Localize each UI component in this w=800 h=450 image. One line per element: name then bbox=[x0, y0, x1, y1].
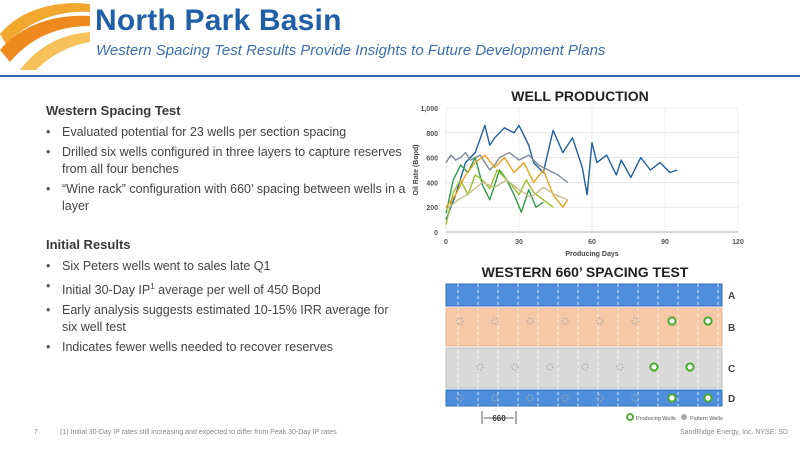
page-title: North Park Basin bbox=[95, 4, 342, 37]
layer-label: C bbox=[728, 364, 735, 375]
layer-band bbox=[445, 307, 723, 347]
page-number: 7 bbox=[34, 429, 38, 436]
bullet-icon: • bbox=[46, 125, 51, 139]
bullet-icon: • bbox=[46, 303, 51, 318]
footer: 7 (1) Initial 30-Day IP rates still incr… bbox=[0, 425, 800, 447]
bullet-text: Indicates fewer wells needed to recover … bbox=[62, 340, 333, 355]
bullet-icon: • bbox=[46, 279, 51, 293]
producing-well-icon bbox=[667, 316, 677, 326]
layer-band bbox=[445, 389, 723, 407]
list-item: • Drilled six wells configured in three l… bbox=[46, 144, 406, 178]
layer-band bbox=[445, 347, 723, 389]
bullet-icon: • bbox=[46, 182, 51, 196]
x-axis-label: Producing Days bbox=[565, 251, 618, 258]
series-line bbox=[445, 154, 569, 208]
producing-well-icon bbox=[667, 393, 677, 403]
layer-label: B bbox=[728, 323, 735, 334]
y-tick-label: 0 bbox=[434, 230, 438, 237]
footnote-marker: 1 bbox=[150, 282, 155, 291]
pattern-well-icon bbox=[616, 363, 624, 371]
producing-well-icon bbox=[685, 362, 695, 372]
bullet-text-tail: average per well of 450 Bopd bbox=[154, 283, 321, 298]
legend-pattern-icon bbox=[681, 414, 687, 420]
bullet-text: Early analysis suggests estimated 10-15%… bbox=[62, 303, 389, 335]
series-line bbox=[445, 151, 569, 183]
bullet-text: Drilled six wells configured in three la… bbox=[62, 145, 402, 176]
list-item: • Six Peters wells went to sales late Q1 bbox=[46, 258, 406, 275]
pattern-well-icon bbox=[596, 394, 604, 402]
spacing-title: WESTERN 660’ SPACING TEST bbox=[481, 264, 689, 280]
x-tick-label: 60 bbox=[588, 239, 596, 246]
pattern-well-icon bbox=[476, 363, 484, 371]
spacing-label: 660 bbox=[492, 414, 506, 423]
pattern-well-icon bbox=[456, 317, 464, 325]
pattern-well-icon bbox=[491, 317, 499, 325]
bullet-icon: • bbox=[46, 340, 51, 355]
section-heading-initial-results: Initial Results bbox=[46, 237, 131, 252]
pattern-well-icon bbox=[456, 394, 464, 402]
x-tick-label: 0 bbox=[444, 239, 448, 246]
y-tick-label: 200 bbox=[426, 205, 438, 212]
spacing-test-diagram: WESTERN 660’ SPACING TEST A B C D 660 Produci… bbox=[440, 264, 770, 432]
legend-producing-icon bbox=[626, 413, 634, 421]
layer-label: D bbox=[728, 394, 735, 405]
pattern-well-icon bbox=[631, 317, 639, 325]
y-axis-label: Oil Rate (Bopd) bbox=[413, 145, 420, 196]
pattern-well-icon bbox=[631, 394, 639, 402]
list-item: • Initial 30-Day IP1 average per well of … bbox=[46, 278, 406, 299]
y-tick-label: 600 bbox=[426, 156, 438, 163]
layer-band bbox=[445, 283, 723, 307]
bullet-text: Evaluated potential for 23 wells per sec… bbox=[62, 125, 347, 139]
producing-well-icon bbox=[703, 316, 713, 326]
initial-results-list: • Six Peters wells went to sales late Q1 … bbox=[46, 258, 406, 356]
pattern-well-icon bbox=[561, 394, 569, 402]
y-tick-label: 400 bbox=[426, 180, 438, 187]
spacing-plot: A B C D 660 Producing Wells Pattern Wells bbox=[445, 283, 735, 424]
pattern-well-icon bbox=[526, 317, 534, 325]
header-divider bbox=[0, 75, 800, 77]
company-name: SandRidge Energy, Inc. NYSE: SD bbox=[679, 429, 788, 436]
x-tick-label: 30 bbox=[515, 239, 523, 246]
x-tick-label: 90 bbox=[661, 239, 669, 246]
header: North Park Basin Western Spacing Test Re… bbox=[0, 0, 800, 78]
section-heading-spacing-test: Western Spacing Test bbox=[46, 103, 181, 118]
bullet-icon: • bbox=[46, 259, 51, 273]
legend-pattern-label: Pattern Wells bbox=[690, 416, 723, 422]
x-tick-label: 120 bbox=[732, 239, 744, 246]
pattern-well-icon bbox=[491, 394, 499, 402]
bullet-text: Six Peters wells went to sales late Q1 bbox=[62, 259, 271, 273]
legend-producing-label: Producing Wells bbox=[636, 416, 676, 422]
well-production-chart: WELL PRODUCTION 0 200 400 600 800 1,000 0 30 60 9… bbox=[400, 88, 760, 263]
series-line bbox=[445, 156, 544, 214]
producing-well-icon bbox=[703, 393, 713, 403]
list-item: • Indicates fewer wells needed to recover… bbox=[46, 339, 406, 356]
left-content: Western Spacing Test • Evaluated potentia… bbox=[46, 103, 406, 378]
bullet-icon: • bbox=[46, 145, 51, 159]
chart-plot: 0 200 400 600 800 1,000 0 30 60 90 120 Producing Da… bbox=[413, 106, 744, 258]
producing-well-icon bbox=[649, 362, 659, 372]
bullet-text: “Wine rack” configuration with 660’ spac… bbox=[62, 182, 406, 213]
pattern-well-icon bbox=[526, 394, 534, 402]
bullet-text: Initial 30-Day IP bbox=[62, 283, 151, 298]
series-line bbox=[445, 179, 568, 211]
spacing-test-list: • Evaluated potential for 23 wells per se… bbox=[46, 124, 406, 215]
pattern-well-icon bbox=[596, 317, 604, 325]
layer-label: A bbox=[728, 291, 735, 302]
pattern-well-icon bbox=[561, 317, 569, 325]
footnote: (1) Initial 30-Day IP rates still increa… bbox=[60, 429, 337, 436]
list-item: • “Wine rack” configuration with 660’ spa… bbox=[46, 181, 406, 215]
pattern-well-icon bbox=[511, 363, 519, 371]
list-item: • Early analysis suggests estimated 10-15… bbox=[46, 302, 406, 336]
pattern-well-icon bbox=[546, 363, 554, 371]
series-line bbox=[445, 169, 554, 225]
list-item: • Evaluated potential for 23 wells per se… bbox=[46, 124, 406, 141]
logo-swoosh-icon bbox=[0, 3, 90, 70]
y-tick-label: 1,000 bbox=[420, 106, 438, 113]
series-line bbox=[445, 124, 678, 220]
y-tick-label: 800 bbox=[426, 131, 438, 138]
page-subtitle: Western Spacing Test Results Provide Ins… bbox=[96, 42, 606, 59]
pattern-well-icon bbox=[581, 363, 589, 371]
chart-title: WELL PRODUCTION bbox=[511, 88, 649, 104]
